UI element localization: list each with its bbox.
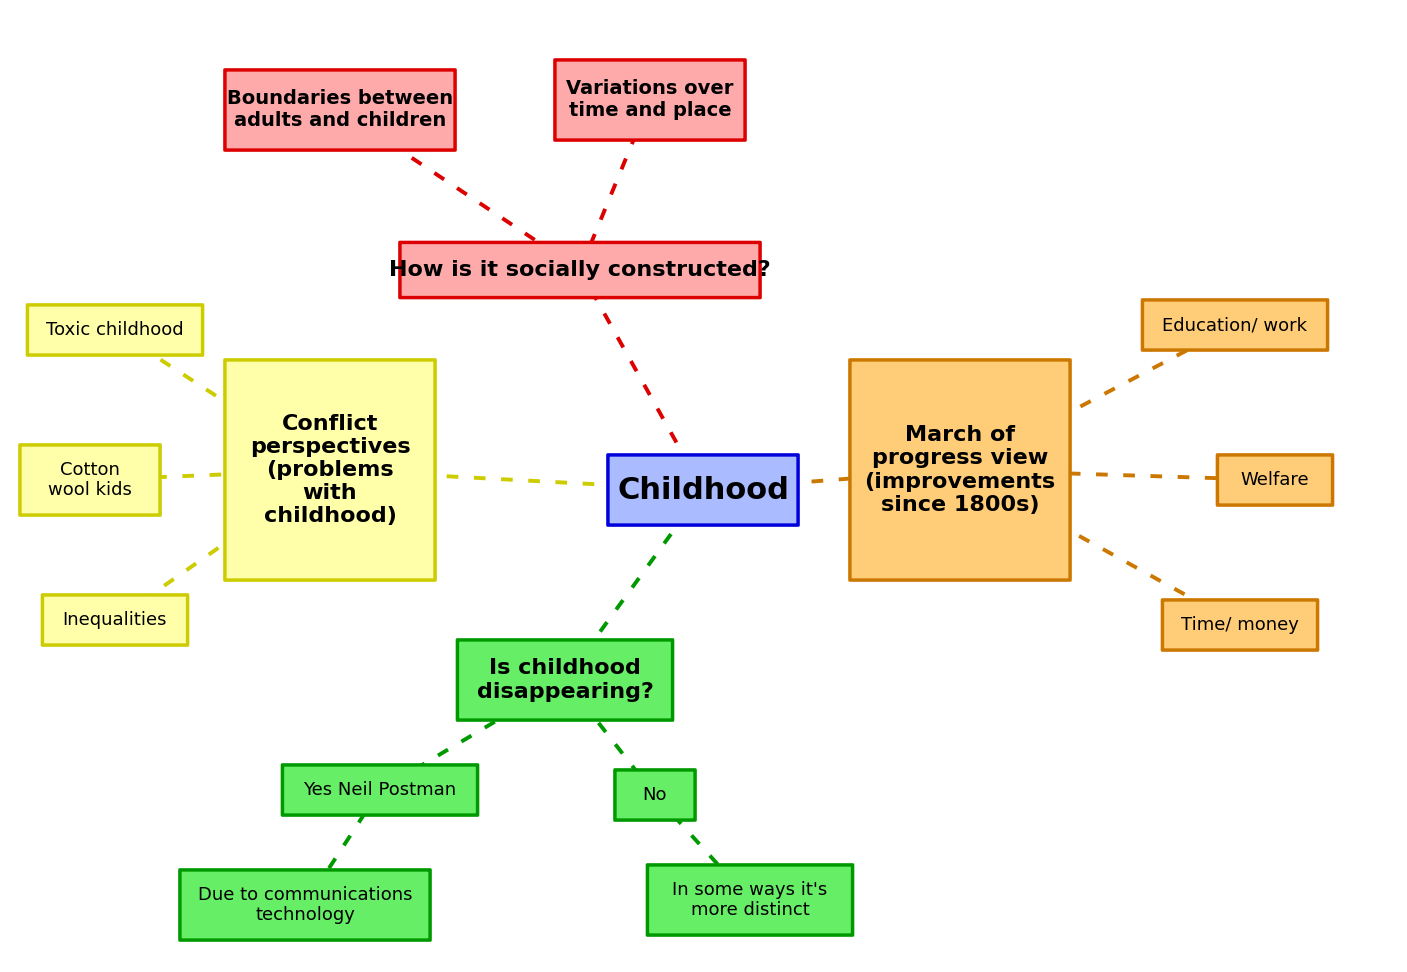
Text: Cotton
wool kids: Cotton wool kids [48,461,132,500]
FancyBboxPatch shape [20,445,160,515]
Text: How is it socially constructed?: How is it socially constructed? [390,260,771,280]
FancyBboxPatch shape [27,305,203,355]
FancyBboxPatch shape [1217,455,1332,505]
Text: Time/ money: Time/ money [1180,616,1299,634]
FancyBboxPatch shape [1162,600,1317,650]
Text: Inequalities: Inequalities [63,611,167,629]
FancyBboxPatch shape [608,455,798,525]
FancyBboxPatch shape [42,595,187,645]
Text: Yes Neil Postman: Yes Neil Postman [304,781,456,799]
FancyBboxPatch shape [400,242,760,297]
FancyBboxPatch shape [647,865,853,935]
Text: Education/ work: Education/ work [1162,316,1307,334]
FancyBboxPatch shape [850,360,1071,580]
FancyBboxPatch shape [225,70,454,150]
FancyBboxPatch shape [180,870,431,940]
Text: No: No [643,786,667,804]
FancyBboxPatch shape [615,770,695,820]
Text: March of
progress view
(improvements
since 1800s): March of progress view (improvements sin… [864,425,1055,515]
Text: Due to communications
technology: Due to communications technology [198,885,412,924]
Text: Variations over
time and place: Variations over time and place [566,80,733,121]
FancyBboxPatch shape [554,60,746,140]
FancyBboxPatch shape [1142,300,1328,350]
Text: Toxic childhood: Toxic childhood [46,321,184,339]
FancyBboxPatch shape [283,765,477,816]
Text: Welfare: Welfare [1241,471,1310,489]
Text: Childhood: Childhood [618,475,789,504]
FancyBboxPatch shape [457,640,673,720]
Text: Conflict
perspectives
(problems
with
childhood): Conflict perspectives (problems with chi… [249,414,411,527]
Text: Is childhood
disappearing?: Is childhood disappearing? [477,658,653,702]
Text: Boundaries between
adults and children: Boundaries between adults and children [227,89,453,130]
Text: In some ways it's
more distinct: In some ways it's more distinct [673,881,827,920]
FancyBboxPatch shape [225,360,435,580]
